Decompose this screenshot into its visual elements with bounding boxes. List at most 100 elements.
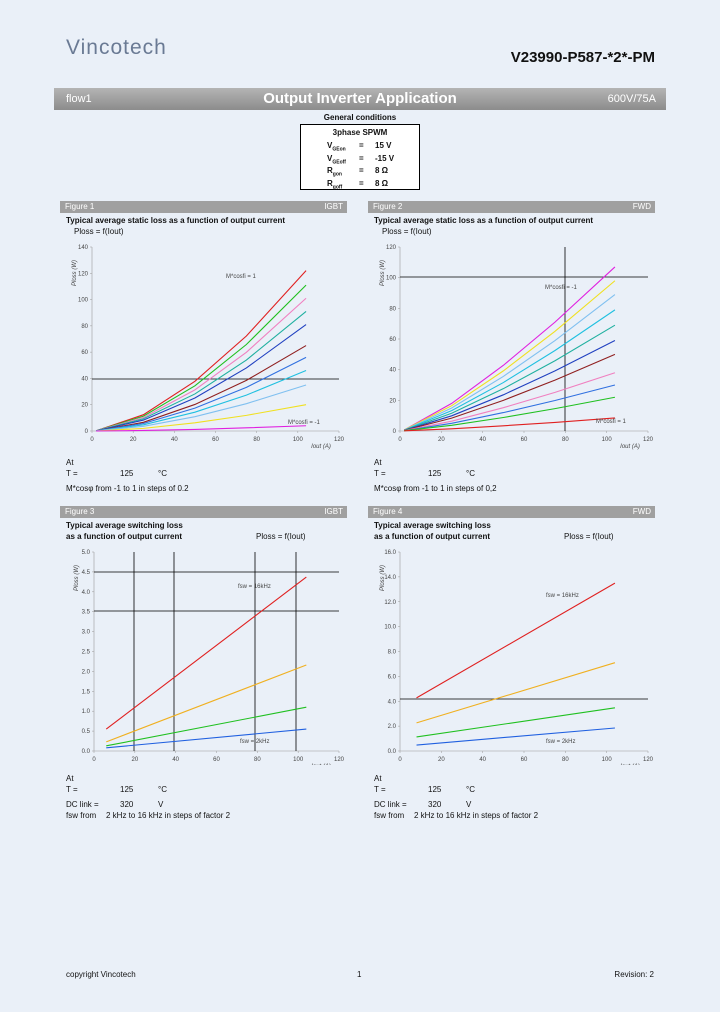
formula: Ploss = f(Iout) xyxy=(382,227,432,236)
symbol-sub: gon xyxy=(332,171,342,178)
series-line xyxy=(95,284,307,432)
note: °C xyxy=(158,469,167,478)
x-tick-label: 0 xyxy=(92,757,96,763)
footer-left: copyright Vincotech xyxy=(66,970,136,979)
chart: 0.0 2.0 4.0 6.0 8.0 10.0 12.0 14.0 16.0 0 20 40 60 80… xyxy=(380,550,654,765)
series-line xyxy=(106,728,307,749)
y-tick-label: 20 xyxy=(81,403,88,409)
y-axis-label: Ploss (W) xyxy=(380,260,386,286)
note: M*cosφ from -1 to 1 in steps of 0.2 xyxy=(66,484,189,493)
y-tick-label: 0.0 xyxy=(388,749,397,755)
part-number: V23990-P587-*2*-PM xyxy=(510,49,655,66)
note: At xyxy=(374,774,382,783)
y-tick-label: 120 xyxy=(386,245,397,251)
y-tick-label: 0 xyxy=(393,429,397,435)
note: fsw from xyxy=(66,811,97,820)
x-tick-label: 40 xyxy=(479,757,486,763)
y-axis-label: Ploss (W) xyxy=(380,565,386,591)
figure-label: Figure 3 xyxy=(65,507,95,516)
banner-title: Output Inverter Application xyxy=(263,90,457,107)
x-tick-label: 100 xyxy=(602,757,613,763)
y-tick-label: 0 xyxy=(85,429,89,435)
x-tick-label: 80 xyxy=(253,437,260,443)
figure-bar: Figure 1 IGBT xyxy=(60,201,347,213)
x-tick-label: 120 xyxy=(643,437,654,443)
note: 125 xyxy=(120,785,134,794)
value: 8 Ω xyxy=(375,166,389,176)
note: M*cosφ from -1 to 1 in steps of 0,2 xyxy=(374,484,497,493)
y-tick-label: 100 xyxy=(386,276,397,282)
series-line xyxy=(106,706,307,747)
series-line xyxy=(416,707,616,738)
equals: = xyxy=(359,179,364,189)
x-tick-label: 0 xyxy=(90,437,94,443)
figure-label: Figure 2 xyxy=(373,202,403,211)
conditions-table: 3phase SPWM VGEon = 15 V VGEoff = -15 V Rgon = 8… xyxy=(300,124,420,191)
note: At xyxy=(66,774,74,783)
y-tick-label: 80 xyxy=(389,306,396,312)
series-line xyxy=(96,384,307,432)
y-tick-label: 4.0 xyxy=(82,590,91,596)
annotation: M*cosfi = -1 xyxy=(545,285,578,291)
series-line xyxy=(404,372,616,432)
note: DC link = xyxy=(66,800,99,809)
note: 2 kHz to 16 kHz in steps of factor 2 xyxy=(414,811,539,820)
y-tick-label: 2.0 xyxy=(82,669,91,675)
symbol: Rgon xyxy=(327,166,342,178)
series-line xyxy=(96,356,307,432)
series-line xyxy=(96,345,307,432)
annotation: fsw = 16kHz xyxy=(238,584,271,590)
note: At xyxy=(66,458,74,467)
symbol-sub: GEoff xyxy=(332,159,346,166)
x-tick-label: 40 xyxy=(171,437,178,443)
series-line xyxy=(403,280,616,431)
note: °C xyxy=(466,469,475,478)
conditions-title: General conditions xyxy=(323,113,397,122)
note: 125 xyxy=(428,469,442,478)
x-tick-label: 0 xyxy=(398,757,402,763)
y-tick-label: 3.0 xyxy=(82,630,91,636)
series-line xyxy=(105,576,307,730)
y-tick-label: 0.5 xyxy=(82,729,91,735)
note: 320 xyxy=(120,800,134,809)
note: 2 kHz to 16 kHz in steps of factor 2 xyxy=(106,811,231,820)
series-line xyxy=(403,309,616,431)
note: T = xyxy=(374,785,386,794)
figure-title: Typical average switching loss xyxy=(66,521,183,530)
series-line xyxy=(403,353,616,431)
note: °C xyxy=(466,785,475,794)
series-line xyxy=(416,727,615,746)
note: V xyxy=(158,800,164,809)
note: T = xyxy=(374,469,386,478)
y-axis-label: Ploss (W) xyxy=(74,565,80,591)
x-tick-label: 100 xyxy=(293,757,304,763)
series-line xyxy=(95,324,307,432)
x-tick-label: 80 xyxy=(254,757,261,763)
y-tick-label: 12.0 xyxy=(384,600,396,606)
y-tick-label: 2.5 xyxy=(82,650,91,656)
logo: Vincotech xyxy=(66,36,167,59)
figure-tag: FWD xyxy=(632,507,651,516)
y-tick-label: 60 xyxy=(81,350,88,356)
banner: flow1 Output Inverter Application 600V/7… xyxy=(54,88,666,110)
x-tick-label: 120 xyxy=(643,757,654,763)
y-tick-label: 4.0 xyxy=(388,699,397,705)
y-tick-label: 6.0 xyxy=(388,674,397,680)
formula: Ploss = f(Iout) xyxy=(564,532,614,541)
y-tick-label: 16.0 xyxy=(384,550,396,556)
value: 8 Ω xyxy=(375,179,389,189)
annotation: M*cosfi = 1 xyxy=(596,419,627,425)
series-line xyxy=(403,340,616,431)
series-line xyxy=(404,396,616,432)
x-axis-label: Iout (A) xyxy=(311,764,331,765)
series-line xyxy=(106,664,307,743)
y-tick-label: 140 xyxy=(78,245,89,251)
series-line xyxy=(95,270,307,432)
y-tick-label: 0.0 xyxy=(82,749,91,755)
note: T = xyxy=(66,469,78,478)
note: 125 xyxy=(428,785,442,794)
x-axis-label: Iout (A) xyxy=(311,444,331,450)
annotation: fsw = 2kHz xyxy=(546,739,576,745)
y-tick-label: 80 xyxy=(81,324,88,330)
annotation: fsw = 16kHz xyxy=(546,593,579,599)
